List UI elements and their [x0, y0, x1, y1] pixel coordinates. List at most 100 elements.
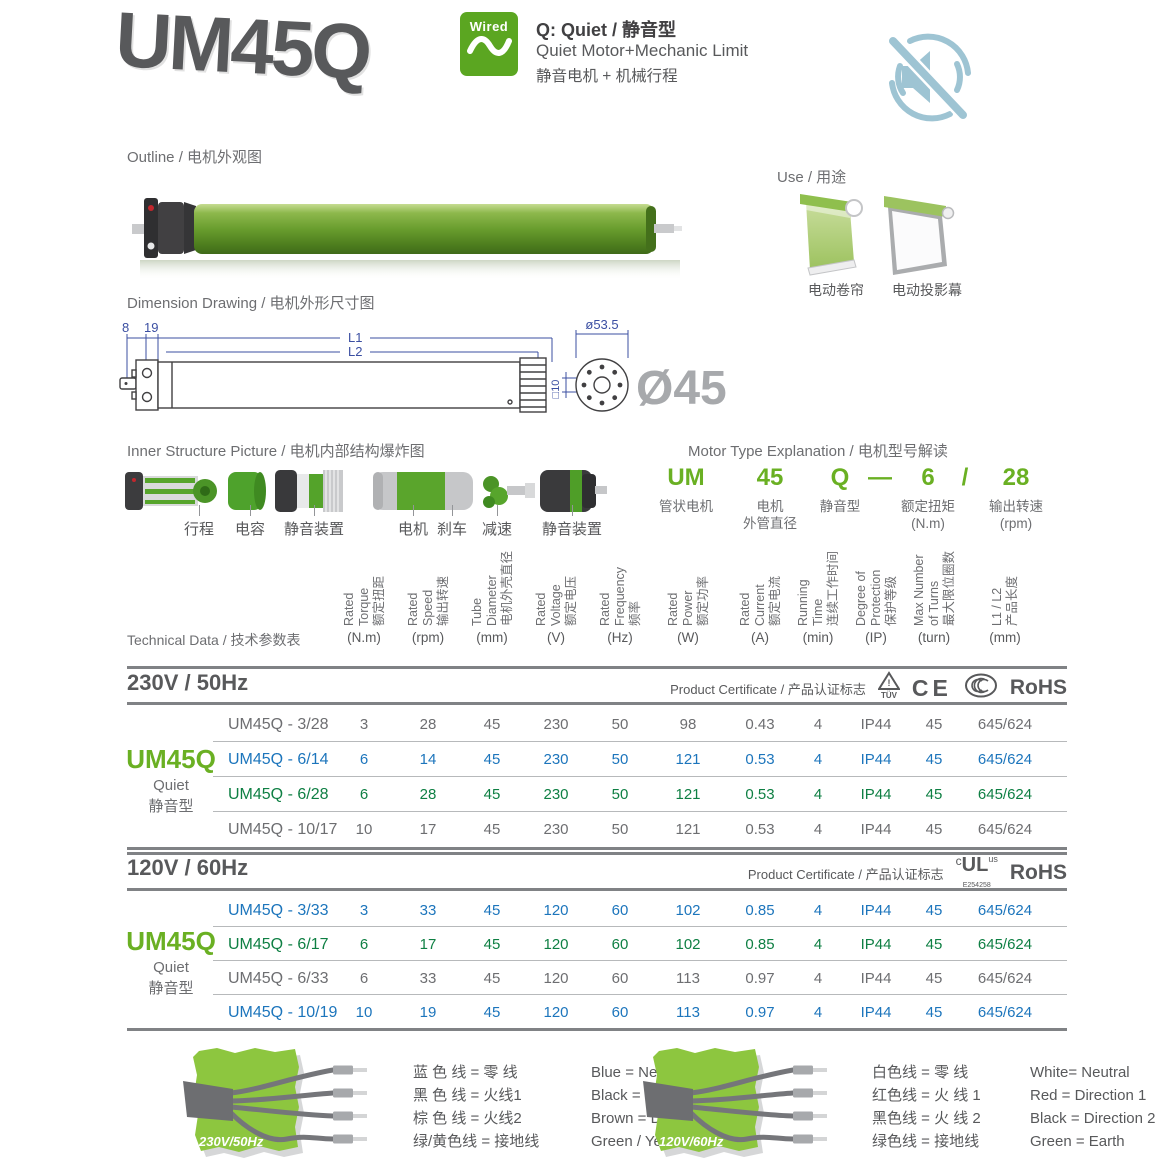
- table-group-en: Quiet: [153, 959, 189, 976]
- tech-column-unit: (rpm): [411, 630, 445, 645]
- row-model: UM45Q - 6/33: [228, 970, 329, 987]
- row-cell: 102: [675, 936, 701, 953]
- wiring-line-en: Green = Earth: [1030, 1133, 1125, 1150]
- part-tick: [314, 505, 315, 516]
- section-rule: [127, 852, 1067, 855]
- certificate-label: Product Certificate / 产品认证标志: [747, 866, 944, 882]
- row-cell: 33: [419, 970, 437, 987]
- exploded-view-image: [125, 470, 607, 512]
- row-cell: 0.97: [745, 970, 775, 987]
- table-bottom-rule: [127, 1028, 1067, 1031]
- row-separator: [213, 811, 1067, 812]
- row-cell: IP44: [860, 716, 892, 733]
- dim-label-l1: L1: [348, 330, 362, 345]
- row-separator: [213, 741, 1067, 742]
- wiring-line: 红色线 = 火 线 1 Red = Direction 1: [872, 1084, 1146, 1105]
- row-cell: 121: [675, 786, 701, 803]
- table-group-en: Quiet: [153, 777, 189, 794]
- table-group-model: UM45Q: [126, 744, 216, 774]
- part-label: 减速: [481, 521, 513, 538]
- row-cell: 230: [543, 716, 569, 733]
- row-cell: 0.85: [745, 902, 775, 919]
- row-cell: 60: [611, 970, 629, 987]
- row-cell: IP44: [860, 902, 892, 919]
- wired-badge: Wired: [460, 12, 518, 76]
- row-cell: 45: [925, 716, 943, 733]
- motor-type-label: 管状电机: [659, 499, 713, 514]
- row-model: UM45Q - 6/28: [228, 786, 329, 803]
- row-cell: 120: [543, 902, 569, 919]
- row-cell: 6: [359, 970, 369, 987]
- table-row: UM45Q - 6/17 6 17 45 120 60 102 0.85 4 IP44 45 645/…: [0, 927, 1170, 962]
- row-cell: 230: [543, 821, 569, 838]
- row-cell: 0.53: [745, 786, 775, 803]
- tech-column-header: L1 / L2 产品长度: [990, 575, 1019, 626]
- row-model: UM45Q - 10/19: [228, 1004, 338, 1021]
- tv-icon: ! TÜV: [877, 671, 901, 705]
- row-cell: 113: [676, 970, 700, 987]
- row-cell: 230: [543, 786, 569, 803]
- voltage-section-title: 230V / 50Hz: [127, 670, 249, 695]
- tech-column-header: Rated Speed 输出转速: [405, 575, 450, 626]
- dim-label-l2: L2: [348, 344, 362, 359]
- row-cell: 45: [483, 936, 501, 953]
- tech-column-header: Rated Power 额定功率: [665, 575, 710, 626]
- tech-column-header: Max Number of Turns 最大限位圈数: [911, 550, 956, 626]
- row-cell: 3: [359, 716, 369, 733]
- table-group-zh: 静音型: [148, 980, 194, 997]
- row-cell: 645/624: [977, 821, 1033, 838]
- rohs-icon: RoHS: [1009, 676, 1067, 699]
- section-rule: [127, 888, 1067, 891]
- wiring-line-zh: 黑色线 = 火 线 2: [872, 1110, 981, 1127]
- motor-outline-image: [132, 198, 682, 280]
- table-row: UM45Q - 6/33 6 33 45 120 60 113 0.97 4 IP44 45 645/…: [0, 961, 1170, 996]
- table-group-zh: 静音型: [148, 798, 194, 815]
- row-cell: 645/624: [977, 970, 1033, 987]
- row-separator: [213, 994, 1067, 995]
- tech-column-header: Degree of Protection 保护等级: [853, 569, 898, 626]
- row-cell: 50: [611, 751, 629, 768]
- wiring-line-zh: 绿色线 = 接地线: [872, 1133, 980, 1150]
- wiring-line-zh: 蓝 色 线 = 零 线: [413, 1064, 518, 1081]
- table-row: UM45Q - 6/14 6 14 45 230 50 121 0.53 4 IP44 45 645/…: [0, 742, 1170, 777]
- wiring-line: 绿色线 = 接地线 Green = Earth: [872, 1130, 1125, 1151]
- wiring-line-en: Red = Direction 1: [1030, 1087, 1147, 1104]
- part-label: 行程: [183, 521, 215, 538]
- row-cell: 19: [419, 1004, 437, 1021]
- row-cell: 45: [483, 902, 501, 919]
- use-section-title: Use / 用途: [777, 169, 847, 186]
- row-cell: 60: [611, 1004, 629, 1021]
- tech-column-unit: (min): [802, 630, 834, 645]
- table-row: UM45Q - 3/33 3 33 45 120 60 102 0.85 4 IP44 45 645/…: [0, 893, 1170, 928]
- quiet-subheading-en: Quiet Motor+Mechanic Limit: [536, 41, 749, 60]
- row-cell: 60: [611, 902, 629, 919]
- row-separator: [213, 960, 1067, 961]
- motor-type-label: 输出转速 (rpm): [989, 499, 1043, 531]
- row-cell: 4: [813, 786, 823, 803]
- row-cell: 14: [419, 751, 437, 768]
- rohs-icon: RoHS: [1009, 861, 1067, 884]
- wiring-line-zh: 红色线 = 火 线 1: [872, 1087, 981, 1104]
- row-cell: 50: [611, 786, 629, 803]
- ce-icon: CE: [911, 674, 952, 701]
- tech-column-unit: (IP): [865, 630, 887, 645]
- row-model: UM45Q - 3/33: [228, 902, 329, 919]
- row-cell: 28: [419, 786, 437, 803]
- row-cell: IP44: [860, 970, 892, 987]
- row-cell: 45: [483, 970, 501, 987]
- tech-column-unit: (A): [751, 630, 769, 645]
- wiring-line-zh: 黑 色 线 = 火线1: [413, 1087, 522, 1104]
- quiet-heading: Q: Quiet / 静音型: [536, 20, 677, 40]
- row-model: UM45Q - 6/14: [228, 751, 329, 768]
- dim-label-8: 8: [122, 320, 129, 335]
- row-cell: IP44: [860, 786, 892, 803]
- wiring-pigtail-image: 230V/50Hz: [183, 1043, 413, 1165]
- row-cell: 120: [543, 1004, 569, 1021]
- part-label: 电容: [234, 521, 266, 538]
- culus-icon: cULus E254258: [955, 853, 998, 889]
- row-cell: 0.53: [745, 751, 775, 768]
- tech-column-unit: (V): [547, 630, 565, 645]
- row-cell: 10: [355, 821, 373, 838]
- row-cell: 45: [483, 1004, 501, 1021]
- dim-label-19: 19: [144, 320, 158, 335]
